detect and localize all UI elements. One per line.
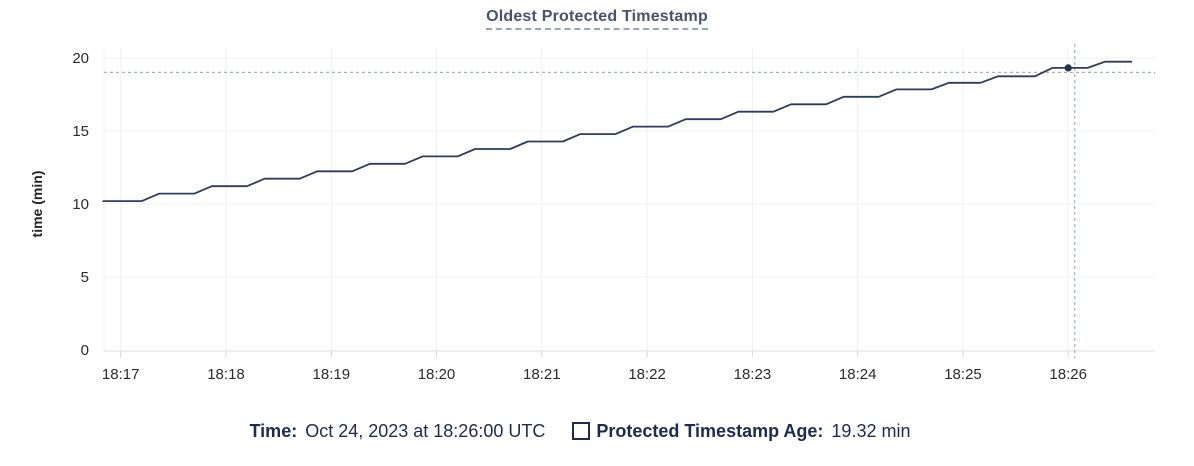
y-tick-label: 20 xyxy=(72,50,89,67)
chart-footer: Time: Oct 24, 2023 at 18:26:00 UTC Prote… xyxy=(0,418,1160,444)
x-tick-label: 18:24 xyxy=(839,366,877,383)
x-tick-label: 18:26 xyxy=(1049,366,1087,383)
chart-plot[interactable]: 18:17 18:18 18:19 18:20 18:21 18:22 18:23 18:24… xyxy=(0,0,1194,400)
y-tick-label: 5 xyxy=(81,269,89,286)
hover-time-label: Time: xyxy=(249,420,298,441)
x-tick-label: 18:18 xyxy=(207,366,245,383)
x-tick-label: 18:22 xyxy=(628,366,666,383)
x-gridlines xyxy=(120,48,1069,357)
series-legend-value: 19.32 min xyxy=(831,420,911,441)
x-tick-label: 18:25 xyxy=(944,366,982,383)
series-legend-checkbox[interactable] xyxy=(572,422,591,440)
hover-time-readout: Time: Oct 24, 2023 at 18:26:00 UTC xyxy=(250,421,546,442)
x-tick-label: 18:20 xyxy=(418,366,456,383)
x-tick-label: 18:17 xyxy=(102,366,140,383)
series-legend-item: Protected Timestamp Age: 19.32 min xyxy=(572,421,910,442)
hover-point xyxy=(1064,64,1072,72)
chart-title[interactable]: Oldest Protected Timestamp xyxy=(486,8,708,30)
chart-title-row: Oldest Protected Timestamp xyxy=(0,8,1194,30)
y-tick-label: 15 xyxy=(72,123,89,140)
y-tick-labels: 0 5 10 15 20 xyxy=(72,50,89,359)
series-legend-label: Protected Timestamp Age: xyxy=(596,420,824,441)
x-tick-labels: 18:17 18:18 18:19 18:20 18:21 18:22 18:23 18:24… xyxy=(102,366,1087,383)
x-tick-label: 18:21 xyxy=(523,366,561,383)
x-tick-label: 18:23 xyxy=(734,366,772,383)
y-tick-label: 10 xyxy=(72,196,89,213)
hover-time-value: Oct 24, 2023 at 18:26:00 UTC xyxy=(305,420,546,441)
series-line xyxy=(102,60,1133,203)
y-gridlines xyxy=(104,57,1155,278)
x-tick-label: 18:19 xyxy=(313,366,351,383)
y-tick-label: 0 xyxy=(81,342,89,359)
